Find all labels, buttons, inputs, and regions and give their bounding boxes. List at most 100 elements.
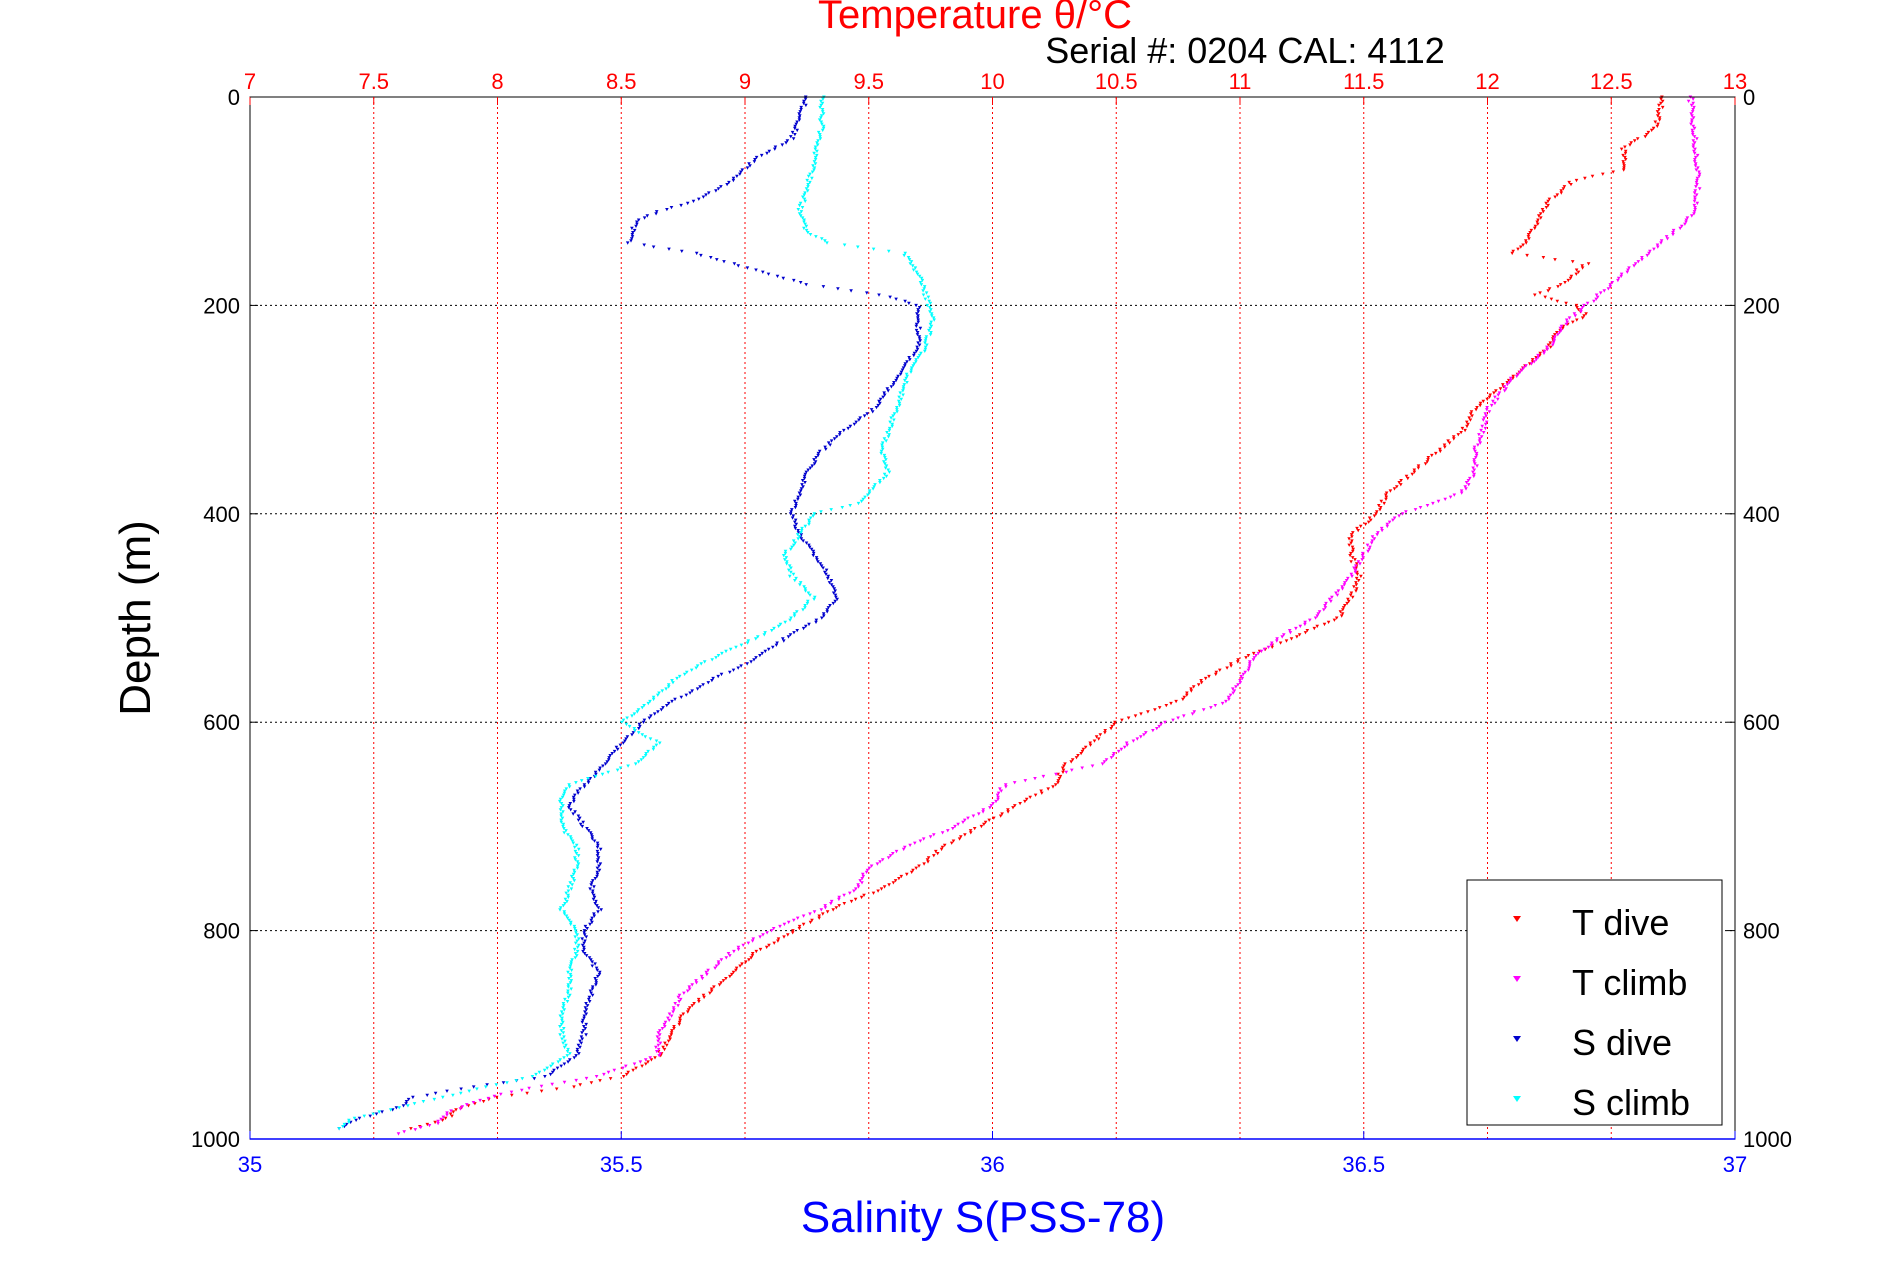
data-point (660, 1027, 665, 1031)
data-point (1649, 128, 1654, 133)
data-point (793, 506, 798, 510)
data-point (1376, 531, 1380, 535)
data-point (1472, 468, 1477, 472)
data-point (913, 266, 918, 270)
data-point (747, 958, 751, 962)
data-point (671, 681, 675, 685)
data-point (632, 712, 637, 716)
data-point (1322, 608, 1326, 612)
data-point (883, 462, 887, 466)
data-point (1622, 164, 1626, 168)
data-point (914, 270, 919, 274)
data-point (1346, 576, 1350, 581)
data-point (699, 974, 704, 979)
data-point (1182, 714, 1186, 718)
data-point (823, 570, 827, 574)
data-point (696, 997, 701, 1002)
data-point (914, 324, 919, 328)
data-point (1033, 777, 1037, 781)
data-point (1368, 545, 1372, 549)
data-point (816, 453, 820, 458)
data-point (1660, 105, 1665, 110)
data-point (963, 833, 967, 837)
data-point (1561, 326, 1565, 331)
data-point (685, 989, 690, 993)
data-point (658, 1029, 662, 1033)
data-point (802, 474, 807, 479)
data-point (818, 562, 823, 566)
data-point (1295, 635, 1299, 639)
data-point (1225, 666, 1229, 670)
data-point (1541, 256, 1546, 260)
data-point (572, 870, 577, 874)
data-point (670, 1029, 674, 1033)
data-point (402, 1130, 406, 1134)
y-axis-label: Depth (m) (111, 520, 160, 716)
data-point (1380, 529, 1384, 533)
data-point (1456, 433, 1461, 437)
data-point (1693, 155, 1698, 160)
data-point (1594, 293, 1599, 297)
data-point (1481, 431, 1486, 435)
data-point (558, 1033, 562, 1037)
data-point (1353, 568, 1358, 572)
data-point (572, 1085, 576, 1089)
data-point (657, 1054, 661, 1058)
data-point (829, 583, 834, 587)
data-point (1391, 518, 1395, 522)
data-point (1582, 303, 1586, 308)
data-point (1247, 666, 1251, 670)
data-point (588, 887, 592, 891)
data-point (882, 437, 887, 441)
data-point (1483, 426, 1488, 431)
data-point (1515, 374, 1519, 379)
data-point (1473, 449, 1477, 454)
data-point (915, 347, 920, 351)
data-point (1692, 126, 1697, 131)
data-point (560, 795, 565, 799)
data-point (1270, 641, 1274, 645)
data-point (1203, 676, 1208, 681)
data-point (929, 324, 934, 328)
data-point (1690, 128, 1695, 133)
data-point (800, 216, 805, 220)
data-point (776, 939, 780, 943)
data-point (769, 929, 774, 933)
data-point (1378, 508, 1382, 512)
data-point (1251, 651, 1256, 656)
data-point (586, 779, 591, 783)
data-point (821, 612, 826, 616)
data-point (654, 739, 659, 743)
data-point (1182, 695, 1187, 699)
data-point (568, 922, 573, 927)
data-point (803, 589, 808, 593)
data-point (889, 416, 893, 420)
data-point (695, 687, 700, 691)
data-point (1338, 610, 1343, 614)
data-point (802, 218, 806, 222)
data-point (1303, 622, 1307, 627)
data-point (1477, 439, 1482, 443)
data-point (972, 827, 977, 831)
data-point (1532, 360, 1537, 364)
data-point (1350, 556, 1355, 560)
data-point (699, 662, 703, 666)
data-point (796, 529, 800, 533)
data-point (746, 639, 751, 643)
data-point (1655, 124, 1660, 128)
data-point (882, 393, 887, 397)
data-point (1157, 724, 1161, 729)
data-point (1511, 249, 1515, 253)
data-point (1478, 403, 1482, 408)
data-point (1436, 499, 1441, 504)
data-point (740, 168, 745, 172)
data-point (1569, 183, 1573, 187)
data-point (598, 862, 603, 866)
data-point (1061, 768, 1066, 772)
data-point (837, 897, 841, 902)
data-point (906, 256, 911, 260)
data-point (1336, 589, 1341, 593)
data-point (911, 868, 915, 872)
data-point (651, 697, 656, 702)
